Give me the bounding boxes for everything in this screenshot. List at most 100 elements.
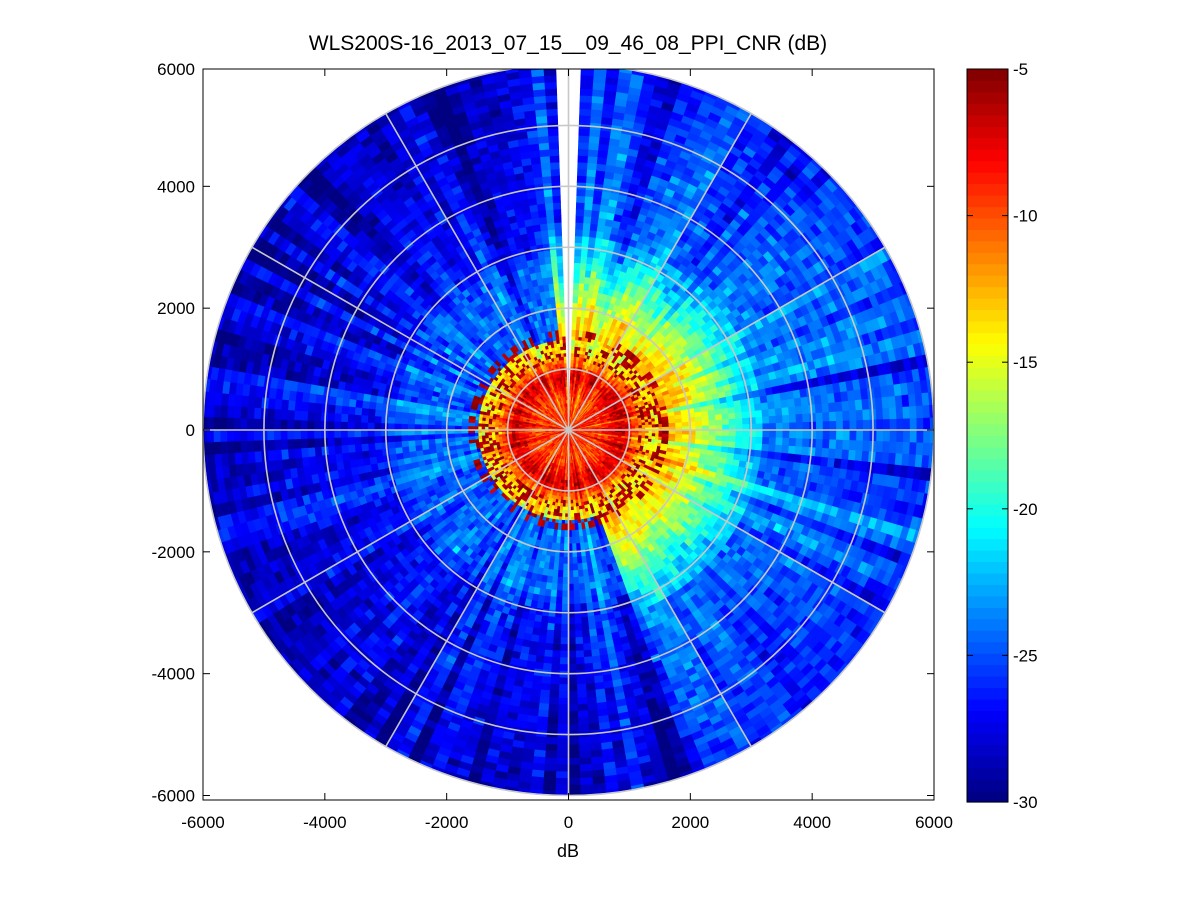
cnr-cell (829, 420, 837, 431)
cnr-cell (579, 255, 588, 264)
cnr-cell (578, 135, 590, 143)
cnr-cell (516, 69, 532, 73)
cnr-cell (734, 411, 743, 419)
cnr-cell (789, 421, 797, 431)
cnr-cell (535, 196, 546, 205)
cnr-cell (551, 195, 561, 204)
cnr-cell (549, 255, 558, 264)
cnr-cell (516, 57, 530, 65)
cnr-cell (556, 262, 564, 270)
cnr-cell (581, 55, 594, 62)
cnr-cell (553, 215, 562, 224)
cnr-cell (575, 222, 584, 230)
cnr-cell (571, 335, 576, 341)
cnr-cell (571, 322, 577, 331)
cnr-cell (569, 379, 573, 384)
cnr-cell (721, 412, 730, 420)
cnr-cell (755, 416, 764, 424)
cnr-cell (581, 235, 590, 244)
cnr-cell (590, 209, 600, 218)
cnr-cell (575, 208, 585, 217)
cnr-cell (576, 188, 586, 197)
cnr-cell (571, 339, 576, 344)
cnr-cell (544, 88, 558, 97)
cnr-cell (546, 114, 559, 123)
cnr-cell (569, 389, 572, 394)
cnr-cell (580, 74, 594, 83)
cnr-cell (554, 228, 563, 237)
cnr-cell (802, 412, 810, 423)
cnr-cell (535, 115, 548, 124)
cnr-cell (577, 295, 583, 304)
cnr-cell (547, 229, 556, 238)
cnr-cell (849, 419, 857, 431)
cnr-cell (909, 405, 918, 419)
cnr-cell (549, 155, 560, 163)
cnr-cell (553, 222, 562, 230)
cnr-cell (538, 148, 550, 158)
cnr-cell (909, 417, 918, 431)
cnr-cell (862, 419, 871, 431)
cnr-cell (768, 415, 777, 424)
cnr-cell (558, 295, 565, 304)
cnr-cell (548, 148, 560, 157)
cnr-cell (801, 404, 810, 414)
cnr-cell (540, 229, 549, 238)
cnr-cell (781, 406, 790, 416)
cnr-cell (573, 275, 580, 284)
cnr-cell (902, 405, 911, 419)
cnr-cell (503, 58, 517, 67)
cnr-cell (543, 74, 557, 83)
cnr-cell (769, 422, 777, 431)
cnr-cell (542, 69, 557, 70)
cnr-cell (882, 418, 891, 431)
cnr-cell (915, 404, 924, 419)
cnr-cell (695, 420, 703, 426)
cnr-cell (775, 414, 784, 424)
cnr-cell (538, 216, 548, 225)
cnr-cell (814, 403, 823, 414)
cnr-cell (933, 377, 934, 392)
cnr-cell (828, 401, 837, 413)
cnr-cell (753, 402, 763, 411)
cnr-cell (577, 148, 589, 157)
cnr-cell (544, 202, 554, 211)
cnr-cell (715, 418, 723, 426)
cnr-cell (762, 422, 770, 431)
cnr-cell (722, 424, 730, 431)
cnr-cell (809, 421, 817, 431)
cnr-cell (780, 398, 789, 408)
cnr-cell (881, 396, 890, 409)
cnr-cell (533, 102, 547, 111)
cnr-cell (701, 419, 710, 426)
cnr-cell (584, 189, 595, 198)
cnr-cell (577, 155, 588, 163)
cnr-cell (728, 417, 737, 425)
cnr-cell (835, 410, 844, 421)
cnr-cell (573, 268, 581, 277)
cnr-cell (721, 418, 730, 425)
cnr-cell (579, 262, 587, 271)
cnr-cell (735, 417, 743, 425)
cnr-cell (773, 399, 783, 409)
cnr-cell (590, 102, 604, 111)
cnr-cell (937, 417, 944, 430)
cnr-cell (551, 188, 561, 197)
cnr-cell (577, 289, 584, 298)
cnr-cell (557, 275, 564, 284)
cnr-cell (575, 215, 584, 224)
cnr-cell (793, 397, 803, 407)
cnr-cell (545, 108, 558, 117)
cnr-cell (536, 203, 546, 212)
cnr-cell (585, 175, 596, 184)
cnr-cell (541, 175, 552, 184)
cnr-cell (822, 420, 831, 431)
cnr-cell (795, 421, 804, 431)
cnr-cell (856, 419, 864, 431)
cnr-cell (605, 69, 621, 73)
cnr-cell (549, 249, 557, 258)
cnr-cell (555, 242, 563, 250)
chart-title: WLS200S-16_2013_07_15__09_46_08_PPI_CNR … (309, 32, 827, 55)
cnr-cell (576, 309, 582, 318)
